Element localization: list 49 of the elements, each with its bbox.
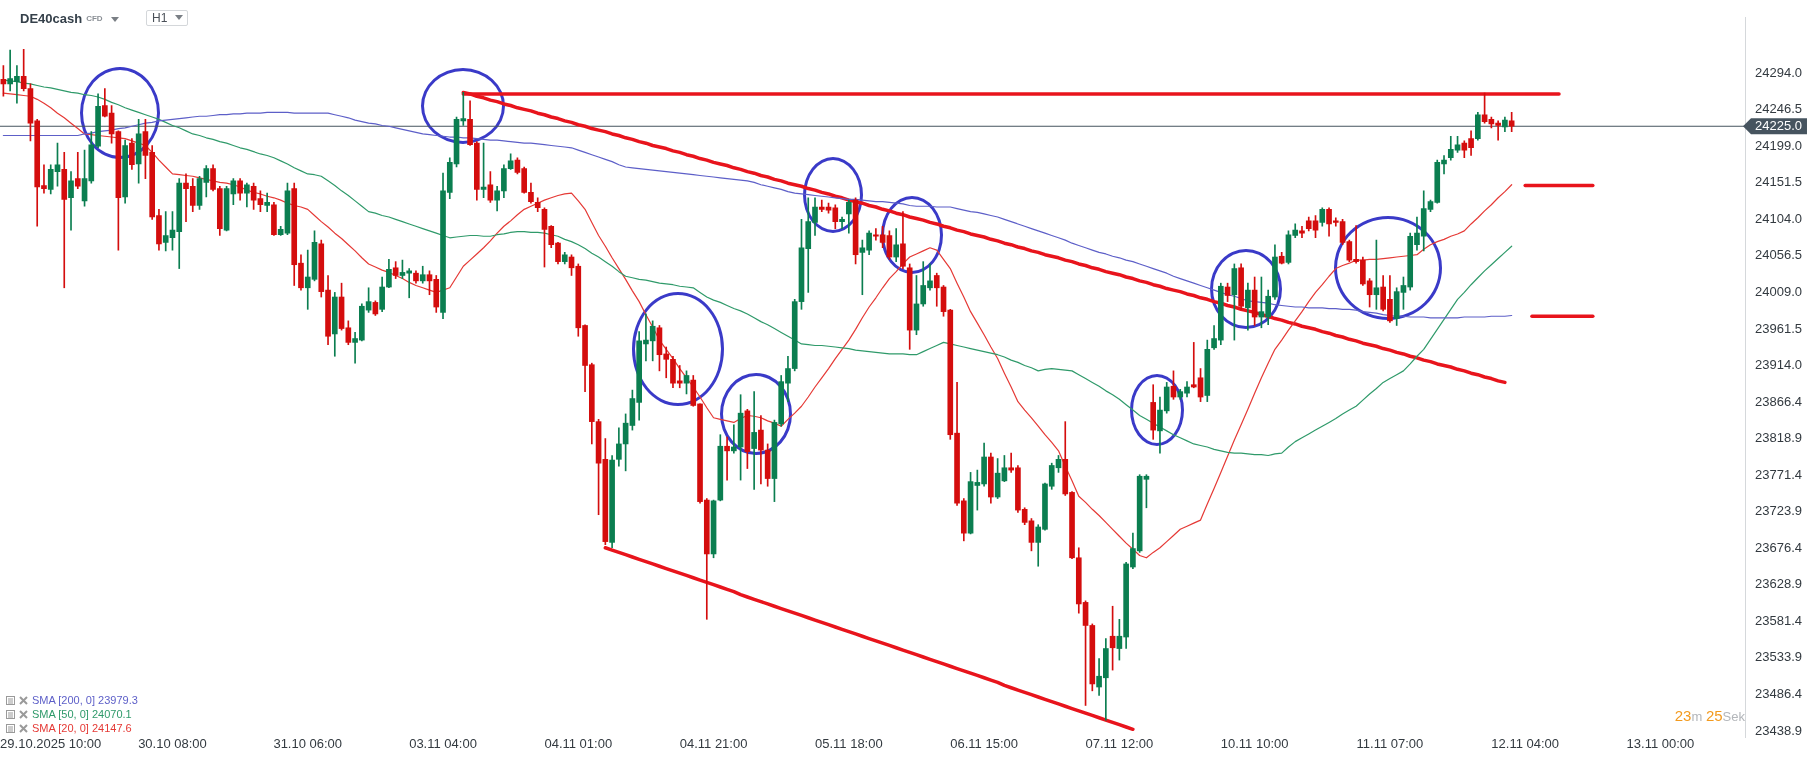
y-tick-label: 23438.9 [1755, 722, 1802, 738]
y-tick-label: 23676.4 [1755, 539, 1802, 555]
y-tick-label: 23533.9 [1755, 649, 1802, 665]
candlestick [61, 152, 68, 289]
y-tick-label: 24151.5 [1755, 174, 1802, 190]
candlestick [74, 152, 81, 189]
text: SMA [200, 0] 23979.3 [32, 694, 138, 706]
candlestick [724, 436, 730, 481]
candlestick [751, 391, 757, 490]
y-tick-label: 23486.4 [1755, 685, 1802, 701]
y-tick-label: 23581.4 [1755, 612, 1802, 628]
x-tick-label: 05.11 18:00 [814, 735, 883, 751]
annotation: H1 [152, 11, 168, 25]
candlestick [264, 192, 270, 212]
x-tick-label: 12.11 04:00 [1491, 735, 1560, 751]
y-tick-label: 24294.0 [1755, 64, 1802, 80]
y-tick-label: 23914.0 [1755, 357, 1802, 373]
y-tick-label: 23866.4 [1755, 393, 1802, 409]
text: SMA [20, 0] 24147.6 [32, 722, 132, 734]
x-tick-label: 07.11 12:00 [1085, 735, 1154, 751]
y-tick-label: 23723.9 [1755, 503, 1802, 519]
candlestick [839, 216, 845, 229]
chart-subtitle: CFD [86, 13, 103, 25]
y-tick-label: 24199.0 [1755, 137, 1802, 153]
y-tick-label: 24009.0 [1755, 283, 1802, 299]
y-tick-label: 23628.9 [1755, 576, 1802, 592]
y-tick-label: 23771.4 [1755, 466, 1802, 482]
ref-line-label: 24225.0 [1755, 118, 1802, 134]
chart-title: DE40cash [20, 10, 83, 28]
y-tick-label: 23961.5 [1755, 320, 1802, 336]
text: SMA [50, 0] 24070.1 [32, 708, 132, 720]
x-tick-label: 04.11 01:00 [544, 735, 613, 751]
y-tick-label: 24056.5 [1755, 247, 1802, 263]
x-tick-label: 04.11 21:00 [679, 735, 748, 751]
x-tick-label: 13.11 00:00 [1626, 735, 1695, 751]
x-tick-label: 30.10 08:00 [138, 735, 207, 751]
annotation: 23m 25Sek [1674, 707, 1745, 724]
x-tick-label: 03.11 04:00 [409, 735, 477, 751]
x-tick-label: 06.11 15:00 [950, 735, 1018, 751]
y-tick-label: 24246.5 [1755, 101, 1802, 117]
x-tick-label: 11.11 07:00 [1356, 735, 1424, 751]
x-tick-label: 29.10.2025 10:00 [0, 735, 102, 751]
x-tick-label: 10.11 10:00 [1220, 735, 1289, 751]
y-tick-label: 24104.0 [1755, 210, 1802, 226]
dropdown-field: H1 [146, 10, 188, 26]
y-tick-label: 23818.9 [1755, 430, 1802, 446]
x-tick-label: 31.10 06:00 [273, 735, 343, 751]
candlestick [1299, 225, 1305, 239]
candlestick [731, 424, 737, 454]
